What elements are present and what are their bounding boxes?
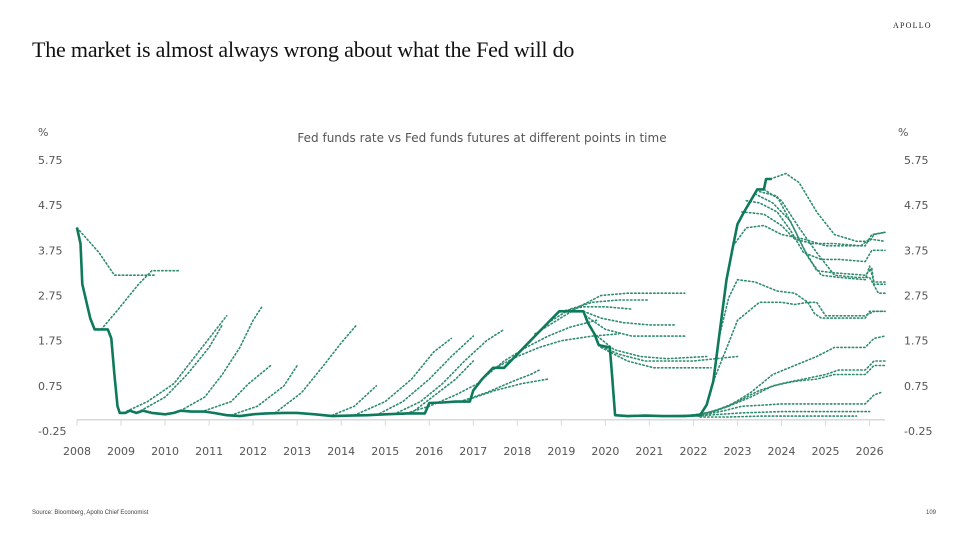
series-futures-curve: [100, 269, 182, 331]
series-futures-curve: [758, 190, 886, 283]
y-tick-label-right: 2.75: [904, 290, 929, 303]
series-futures-curve: [393, 328, 505, 416]
footer-source: Source: Bloomberg, Apollo Chief Economis…: [32, 510, 149, 516]
series-futures-curve: [712, 301, 886, 383]
series-futures-curve: [769, 172, 886, 243]
page-title: The market is almost always wrong about …: [32, 37, 575, 62]
y-tick-label-right: 0.75: [904, 380, 929, 393]
series-fed-funds-rate: [75, 177, 772, 418]
series-futures-curve: [547, 299, 651, 324]
series-layer: [75, 172, 886, 418]
series-futures-curve: [534, 292, 686, 335]
x-tick-label: 2013: [283, 445, 311, 458]
y-axis-unit-left: %: [38, 126, 48, 139]
y-tick-label-left: 3.75: [38, 244, 63, 257]
x-tick-label: 2012: [239, 445, 267, 458]
x-tick-label: 2022: [679, 445, 707, 458]
series-futures-curve: [683, 364, 886, 417]
x-tick-label: 2014: [327, 445, 355, 458]
y-tick-label-left: 2.75: [38, 290, 63, 303]
y-tick-label-left: 4.75: [38, 199, 63, 212]
y-tick-label-right: 5.75: [904, 154, 929, 167]
x-tick-label: 2021: [635, 445, 663, 458]
series-futures-curve: [582, 310, 677, 326]
x-tick-label: 2016: [415, 445, 443, 458]
x-tick-label: 2020: [591, 445, 619, 458]
x-tick-label: 2024: [768, 445, 796, 458]
series-futures-curve: [76, 227, 158, 277]
x-tick-label: 2023: [723, 445, 751, 458]
y-axis-unit-right: %: [898, 126, 908, 139]
y-tick-label-right: -0.25: [904, 425, 932, 438]
series-futures-curve: [274, 324, 358, 414]
x-tick-label: 2015: [371, 445, 399, 458]
series-futures-curve: [741, 211, 886, 247]
x-tick-label: 2009: [107, 445, 135, 458]
y-tick-label-right: 3.75: [904, 244, 929, 257]
series-futures-curve: [481, 319, 598, 380]
series-futures-curve: [719, 278, 886, 335]
y-tick-label-left: -0.25: [38, 425, 66, 438]
x-tick-label: 2018: [503, 445, 531, 458]
page-number: 109: [926, 510, 937, 516]
series-futures-curve: [122, 314, 228, 414]
series-futures-curve: [140, 324, 224, 412]
y-tick-label-right: 1.75: [904, 335, 929, 348]
series-futures-curve: [375, 335, 475, 417]
y-tick-label-left: 5.75: [38, 154, 63, 167]
series-futures-curve: [410, 360, 475, 414]
series-futures-curve: [701, 391, 882, 417]
series-futures-curve: [584, 314, 686, 337]
y-axis-right: 5.75 4.75 3.75 2.75 1.75 0.75 -0.25: [904, 154, 932, 438]
series-futures-curve: [230, 364, 299, 417]
series-futures-curve: [459, 369, 541, 403]
series-futures-curve: [560, 305, 633, 313]
x-tick-label: 2011: [195, 445, 223, 458]
series-futures-curve: [353, 337, 453, 417]
series-futures-curve: [666, 360, 886, 417]
x-tick-label: 2026: [856, 445, 884, 458]
y-tick-label-right: 4.75: [904, 199, 929, 212]
brand-logo: APOLLO: [893, 21, 932, 30]
series-futures-curve: [600, 346, 712, 369]
y-tick-label-left: 0.75: [38, 380, 63, 393]
y-axis-left: 5.75 4.75 3.75 2.75 1.75 0.75 -0.25: [38, 154, 66, 438]
series-futures-curve: [697, 410, 871, 417]
series-futures-curve: [468, 378, 549, 401]
series-futures-curve: [763, 188, 886, 295]
x-tick-label: 2008: [63, 445, 91, 458]
x-tick-label: 2017: [459, 445, 487, 458]
series-futures-curve: [745, 199, 886, 263]
series-futures-curve: [593, 333, 708, 360]
x-axis: 2008 2009 2010 2011 2012 2013 2014 2015 2016 2017…: [63, 418, 885, 458]
series-futures-curve: [179, 305, 263, 412]
series-futures-curve: [331, 384, 378, 417]
x-tick-label: 2019: [547, 445, 575, 458]
x-tick-label: 2025: [812, 445, 840, 458]
series-futures-curve: [699, 415, 858, 418]
y-tick-label-left: 1.75: [38, 335, 63, 348]
series-futures-curve: [754, 193, 886, 286]
series-futures-curve: [401, 382, 479, 416]
series-futures-curve: [732, 224, 886, 247]
x-tick-label: 2010: [151, 445, 179, 458]
chart-title: Fed funds rate vs Fed funds futures at d…: [297, 131, 666, 145]
